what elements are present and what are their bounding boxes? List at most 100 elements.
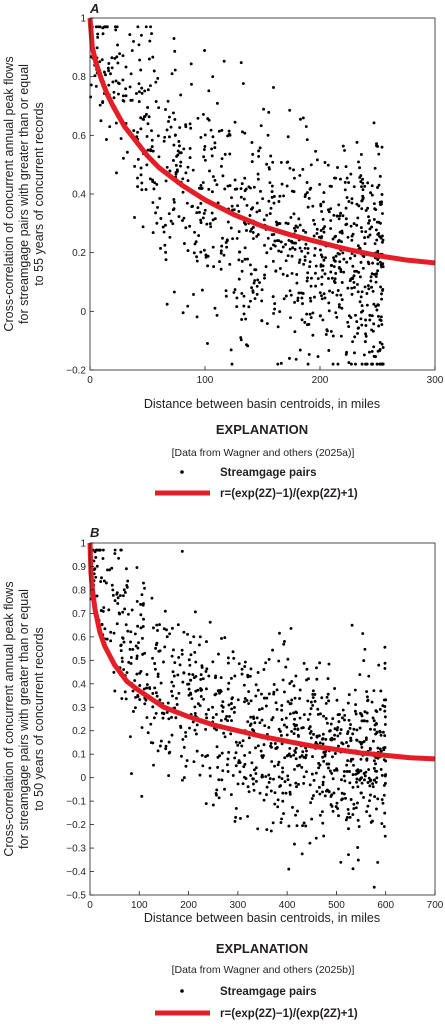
streamgage-pair-point [168,169,172,173]
streamgage-pair-point [380,323,384,327]
streamgage-pair-point [185,759,189,763]
streamgage-pair-point [373,728,377,731]
streamgage-pair-point [362,659,366,663]
streamgage-pair-point [275,746,279,750]
streamgage-pair-point [94,548,98,552]
streamgage-pair-point [240,667,244,671]
streamgage-pair-point [369,727,372,731]
streamgage-pair-point [254,746,257,750]
streamgage-pair-point [329,270,333,274]
streamgage-pair-point [154,80,158,84]
streamgage-pair-point [165,635,169,639]
streamgage-pair-point [320,209,324,213]
streamgage-pair-point [374,355,378,359]
streamgage-pair-point [284,716,288,720]
streamgage-pair-point [352,763,355,767]
panel-a-curve [87,17,436,266]
streamgage-pair-point [133,164,137,168]
streamgage-pair-point [120,660,124,664]
streamgage-pair-point [337,744,340,748]
streamgage-pair-point [245,699,249,702]
streamgage-pair-point [371,739,375,743]
streamgage-pair-point [182,147,186,151]
streamgage-pair-point [288,108,292,112]
streamgage-pair-point [162,139,166,143]
streamgage-pair-point [274,269,278,273]
streamgage-pair-point [213,306,217,310]
streamgage-pair-point [199,673,203,677]
streamgage-pair-point [321,200,325,204]
streamgage-pair-point [294,224,298,228]
streamgage-pair-point [172,290,176,294]
streamgage-pair-point [294,781,298,785]
streamgage-pair-point [140,726,144,729]
streamgage-pair-point [378,200,382,204]
streamgage-pair-point [331,717,335,721]
streamgage-pair-point [254,766,258,770]
streamgage-pair-point [318,763,322,767]
streamgage-pair-point [248,751,252,754]
streamgage-pair-point [200,688,204,692]
streamgage-pair-point [350,238,354,242]
streamgage-pair-point [206,341,209,345]
streamgage-pair-point [380,292,383,296]
streamgage-pair-point [169,125,173,129]
streamgage-pair-point [354,362,357,366]
streamgage-pair-point [376,258,380,262]
streamgage-pair-point [145,673,149,676]
streamgage-pair-point [139,173,143,177]
panel-a: A Cross-correlation of concurrent annual… [2,1,444,411]
streamgage-pair-point [380,798,384,802]
streamgage-pair-point [178,126,182,129]
streamgage-pair-point [139,602,143,606]
streamgage-pair-point [292,190,296,194]
streamgage-pair-point [151,231,155,235]
streamgage-pair-point [139,669,143,673]
streamgage-pair-point [152,187,156,191]
streamgage-pair-point [351,867,355,871]
streamgage-pair-point [199,187,203,191]
streamgage-pair-point [285,274,289,278]
streamgage-pair-point [233,674,237,678]
streamgage-pair-point [163,243,167,247]
streamgage-pair-point [272,311,276,315]
streamgage-pair-point [168,632,172,636]
streamgage-pair-point [340,798,343,802]
streamgage-pair-point [263,276,266,280]
y-tick-label: −0.4 [66,867,86,878]
streamgage-pair-point [246,673,250,677]
streamgage-pair-point [204,727,208,731]
y-tick-label: 0.8 [72,72,86,83]
streamgage-pair-point [267,773,271,777]
streamgage-pair-point [374,304,378,308]
streamgage-pair-point [263,724,267,728]
streamgage-pair-point [330,276,334,280]
streamgage-pair-point [308,296,312,300]
streamgage-pair-point [286,254,290,258]
streamgage-pair-point [335,728,339,732]
streamgage-pair-point [226,134,230,138]
streamgage-pair-point [277,239,281,243]
streamgage-pair-point [331,755,334,759]
streamgage-pair-point [184,764,188,768]
streamgage-pair-point [120,656,124,660]
streamgage-pair-point [292,226,296,230]
streamgage-pair-point [240,291,244,295]
streamgage-pair-point [146,88,150,92]
streamgage-pair-point [372,345,376,349]
streamgage-pair-point [250,286,254,290]
streamgage-pair-point [110,66,114,70]
streamgage-pair-point [312,218,315,222]
streamgage-pair-point [228,184,232,188]
streamgage-pair-point [306,251,310,255]
streamgage-pair-point [235,305,239,309]
streamgage-pair-point [142,581,145,585]
streamgage-pair-point [360,185,363,189]
streamgage-pair-point [188,156,192,160]
streamgage-pair-point [155,221,159,225]
streamgage-pair-point [322,834,326,838]
streamgage-pair-point [321,742,325,746]
streamgage-pair-point [335,214,339,218]
streamgage-pair-point [354,806,358,810]
streamgage-pair-point [336,362,340,366]
